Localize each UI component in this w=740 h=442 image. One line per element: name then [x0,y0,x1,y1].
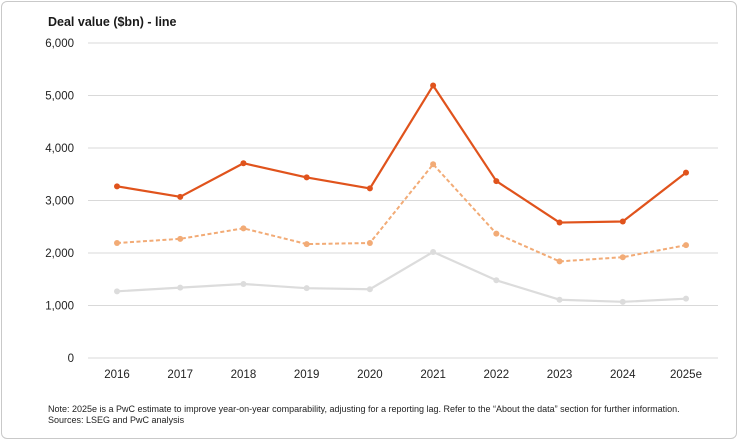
data-point [177,284,184,291]
data-point [240,225,247,232]
data-point [240,160,247,167]
series [114,161,689,265]
data-point [240,280,247,287]
data-point [683,295,689,302]
data-point [619,254,626,261]
gridlines [88,42,718,359]
data-point [177,193,184,200]
data-point [177,235,184,242]
x-tick-label: 2022 [484,369,510,381]
data-point [366,240,373,247]
y-tick-label: 1,000 [45,301,74,313]
data-point [683,242,689,249]
data-point [114,183,120,190]
data-point [493,277,500,284]
data-point [303,285,310,292]
data-point [366,185,373,192]
x-axis-ticks: 2016 2017 2018 2019 2020 2021 2022 2023 2024 2025… [104,369,702,381]
data-point [619,298,626,305]
data-point [556,258,563,265]
series-line [116,250,687,303]
x-tick-label: 2024 [610,369,636,381]
series [114,82,689,226]
x-tick-label: 2023 [547,369,573,381]
note-text: Note: 2025e is a PwC estimate to improve… [48,404,680,414]
series-lines [114,82,689,305]
x-tick-label: 2017 [167,369,193,381]
data-point [303,241,310,248]
data-point [493,178,500,185]
series-line [116,84,687,224]
data-point [114,240,120,247]
y-axis-ticks: 0 1,000 2,000 3,000 4,000 5,000 6,000 [45,38,74,365]
y-tick-label: 5,000 [45,91,74,103]
data-point [430,248,437,255]
x-tick-label: 2018 [231,369,257,381]
x-tick-label: 2021 [420,369,446,381]
y-tick-label: 0 [68,353,74,365]
x-tick-label: 2019 [294,369,320,381]
y-tick-label: 2,000 [45,248,74,260]
y-tick-label: 4,000 [45,143,74,155]
sources-text: Sources: LSEG and PwC analysis [48,415,185,425]
x-tick-label: 2016 [104,369,130,381]
series-line [116,163,687,263]
data-point [303,174,310,181]
data-point [619,218,626,225]
y-tick-label: 6,000 [45,38,74,50]
data-point [366,286,373,293]
data-point [114,288,120,295]
footnote: Note: 2025e is a PwC estimate to improve… [48,404,728,426]
y-tick-label: 3,000 [45,196,74,208]
data-point [556,296,563,303]
data-point [556,219,563,226]
x-tick-label: 2025e [670,369,702,381]
chart-title: Deal value ($bn) - line [48,15,177,29]
data-point [493,230,500,237]
data-point [430,82,437,89]
x-tick-label: 2020 [357,369,383,381]
series [114,248,689,305]
data-point [683,169,689,176]
data-point [430,161,437,168]
